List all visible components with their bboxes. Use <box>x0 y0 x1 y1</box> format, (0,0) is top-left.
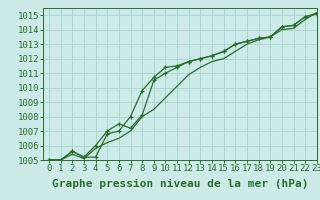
X-axis label: Graphe pression niveau de la mer (hPa): Graphe pression niveau de la mer (hPa) <box>52 179 308 189</box>
